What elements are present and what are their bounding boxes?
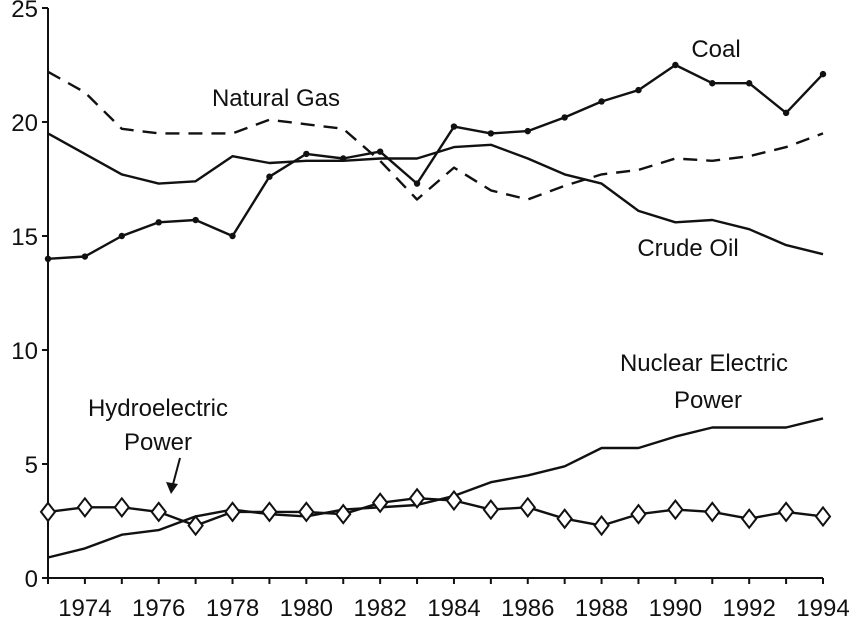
x-tick-label: 1984 [427, 595, 480, 622]
hydroelectric-power-point [371, 492, 389, 514]
coal-point [709, 80, 716, 87]
hydroelectric-arrow-head [166, 482, 178, 494]
x-tick-label: 1988 [575, 595, 628, 622]
x-tick-label: 1982 [353, 595, 406, 622]
hydroelectric-power-point [814, 505, 832, 528]
coal-point [782, 109, 790, 117]
hydroelectric-power-point [630, 503, 647, 525]
hydroelectric-power-point [224, 501, 241, 523]
hydroelectric-power-point [334, 503, 352, 525]
y-tick-label: 0 [25, 566, 38, 593]
crude-oil-line [47, 132, 824, 256]
hydroelectric-power-point [593, 514, 610, 537]
coal-point [450, 123, 458, 130]
hydroelectric-power-point [445, 489, 463, 512]
coal-label: Coal [691, 36, 740, 63]
y-tick-label: 20 [11, 110, 38, 137]
x-tick-label: 1990 [649, 595, 702, 622]
coal-point [155, 219, 162, 226]
hydroelectric-power-point [113, 496, 131, 518]
hydroelectric-power-point [39, 501, 57, 523]
nuclear-electric-power-label: Power [674, 387, 742, 414]
hydroelectric-power-label: Power [124, 429, 192, 456]
coal-point [192, 216, 199, 224]
hydroelectric-power-point [777, 501, 795, 523]
nuclear-electric-power-label: Nuclear Electric [620, 350, 788, 377]
hydroelectric-power-point [150, 501, 167, 523]
x-tick-label: 1980 [280, 595, 333, 622]
crude-oil-label: Crude Oil [637, 235, 738, 262]
coal-point [413, 180, 421, 187]
coal-point [376, 148, 384, 155]
hydroelectric-power-point [482, 498, 500, 521]
coal-point [303, 150, 310, 158]
coal-point [598, 98, 605, 105]
coal-line [47, 63, 824, 260]
coal-point [44, 255, 52, 262]
coal-point [118, 232, 126, 240]
hydroelectric-power-point [704, 501, 721, 523]
coal-point [635, 86, 642, 94]
coal-point [561, 114, 568, 121]
hydroelectric-power-point [519, 496, 537, 518]
hydroelectric-power-point [556, 508, 573, 530]
y-tick-label: 25 [11, 0, 38, 23]
x-tick-label: 1974 [58, 595, 111, 622]
hydroelectric-power-line [47, 497, 824, 527]
coal-point [672, 61, 679, 69]
y-tick-label: 15 [11, 224, 38, 251]
x-tick-label: 1994 [796, 595, 849, 622]
x-tick-label: 1986 [501, 595, 554, 622]
hydroelectric-power-point [298, 501, 315, 523]
natural-gas-line [47, 70, 824, 201]
hydroelectric-power-label: Hydroelectric [88, 395, 228, 422]
coal-point [487, 130, 495, 137]
coal-point [819, 70, 827, 78]
series-layer [39, 61, 832, 559]
x-tick-label: 1978 [206, 595, 259, 622]
coal-point [229, 232, 236, 240]
x-tick-label: 1976 [132, 595, 185, 622]
coal-point [266, 173, 273, 180]
ticks-layer: 0 5 10 15 20 25 1974 1976 1978 1980 1982 1984 1986 19… [11, 0, 849, 622]
hydroelectric-power-point [667, 498, 684, 521]
hydroelectric-power-point [76, 496, 94, 518]
labels-layer: Coal Natural Gas Crude Oil Nuclear Electric… [88, 36, 788, 494]
hydroelectric-power-point [187, 514, 204, 537]
y-tick-label: 5 [25, 452, 38, 479]
y-tick-label: 10 [11, 338, 38, 365]
x-tick-label: 1992 [722, 595, 775, 622]
coal-point [524, 127, 531, 135]
coal-point [745, 80, 753, 87]
hydroelectric-power-point [408, 487, 426, 509]
hydroelectric-power-point [261, 501, 278, 523]
hydroelectric-power-point [740, 508, 758, 530]
hydroelectric-arrow-shaft [171, 457, 181, 489]
natural-gas-label: Natural Gas [212, 85, 340, 112]
coal-point [81, 253, 89, 260]
